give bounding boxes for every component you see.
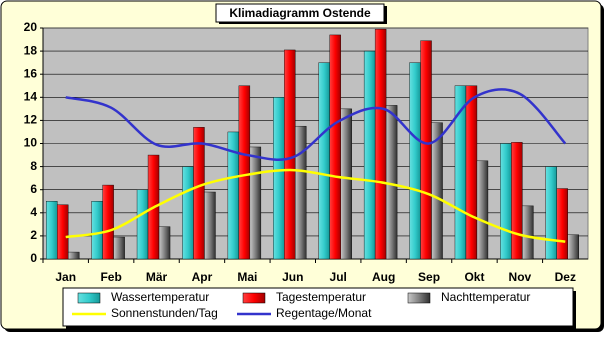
x-tick-label: Mai xyxy=(237,270,257,284)
bar xyxy=(193,127,205,260)
bar xyxy=(511,142,523,260)
chart-title: Klimadiagramm Ostende xyxy=(229,6,371,20)
x-tick-label: Jan xyxy=(55,270,76,284)
bar xyxy=(329,34,341,260)
bar xyxy=(500,143,512,260)
x-tick-label: Apr xyxy=(192,270,213,284)
bar xyxy=(182,166,194,260)
legend-label: Sonnenstunden/Tag xyxy=(111,306,218,320)
bar xyxy=(284,49,296,260)
y-tick-label: 8 xyxy=(30,159,37,173)
x-tick-label: Jul xyxy=(330,270,347,284)
bar xyxy=(204,191,216,260)
bar xyxy=(46,201,58,260)
y-tick-label: 2 xyxy=(30,228,37,242)
bar xyxy=(420,40,432,260)
bar xyxy=(273,97,285,260)
bar xyxy=(136,189,149,260)
bar xyxy=(318,62,330,260)
x-tick-label: Mär xyxy=(146,270,168,284)
legend-label: Tagestemperatur xyxy=(276,290,366,304)
y-tick-label: 4 xyxy=(30,205,37,219)
legend-label: Nachttemperatur xyxy=(441,290,530,304)
bar xyxy=(431,122,443,260)
bar xyxy=(476,160,489,260)
y-tick-label: 10 xyxy=(24,136,38,150)
legend-label: Wassertemperatur xyxy=(111,290,209,304)
bar xyxy=(295,125,307,260)
bar xyxy=(374,28,387,260)
bar xyxy=(465,85,478,260)
bar xyxy=(545,166,557,260)
bar xyxy=(385,105,398,260)
legend xyxy=(62,287,574,327)
legend-swatch xyxy=(407,292,431,304)
line xyxy=(65,168,566,243)
bar xyxy=(113,236,125,260)
x-tick-label: Jun xyxy=(282,270,303,284)
bar xyxy=(409,62,421,260)
legend-swatch xyxy=(242,292,266,304)
bar xyxy=(556,188,568,260)
legend-label: Regentage/Monat xyxy=(276,306,372,320)
line xyxy=(65,88,567,161)
x-tick-label: Feb xyxy=(100,270,121,284)
y-tick-label: 18 xyxy=(24,43,38,57)
x-tick-label: Sep xyxy=(418,270,440,284)
bar xyxy=(57,204,69,260)
title-box xyxy=(215,3,385,23)
legend-swatch xyxy=(77,292,101,304)
x-tick-label: Dez xyxy=(555,270,576,284)
y-tick-label: 0 xyxy=(30,251,37,265)
bar xyxy=(91,201,103,260)
bar xyxy=(238,85,251,260)
bar xyxy=(158,226,171,260)
y-tick-label: 16 xyxy=(24,66,38,80)
x-tick-label: Okt xyxy=(464,270,484,284)
bar xyxy=(102,184,114,260)
bar xyxy=(363,50,376,260)
y-tick-label: 14 xyxy=(24,89,38,103)
x-tick-label: Aug xyxy=(372,270,395,284)
bar xyxy=(340,108,352,260)
bar xyxy=(522,205,534,260)
bar xyxy=(567,234,579,260)
bar xyxy=(68,251,80,260)
y-tick-label: 6 xyxy=(30,182,37,196)
x-tick-label: Nov xyxy=(509,270,532,284)
y-tick-label: 12 xyxy=(24,113,38,127)
bar xyxy=(249,146,262,260)
y-tick-label: 20 xyxy=(24,20,38,34)
